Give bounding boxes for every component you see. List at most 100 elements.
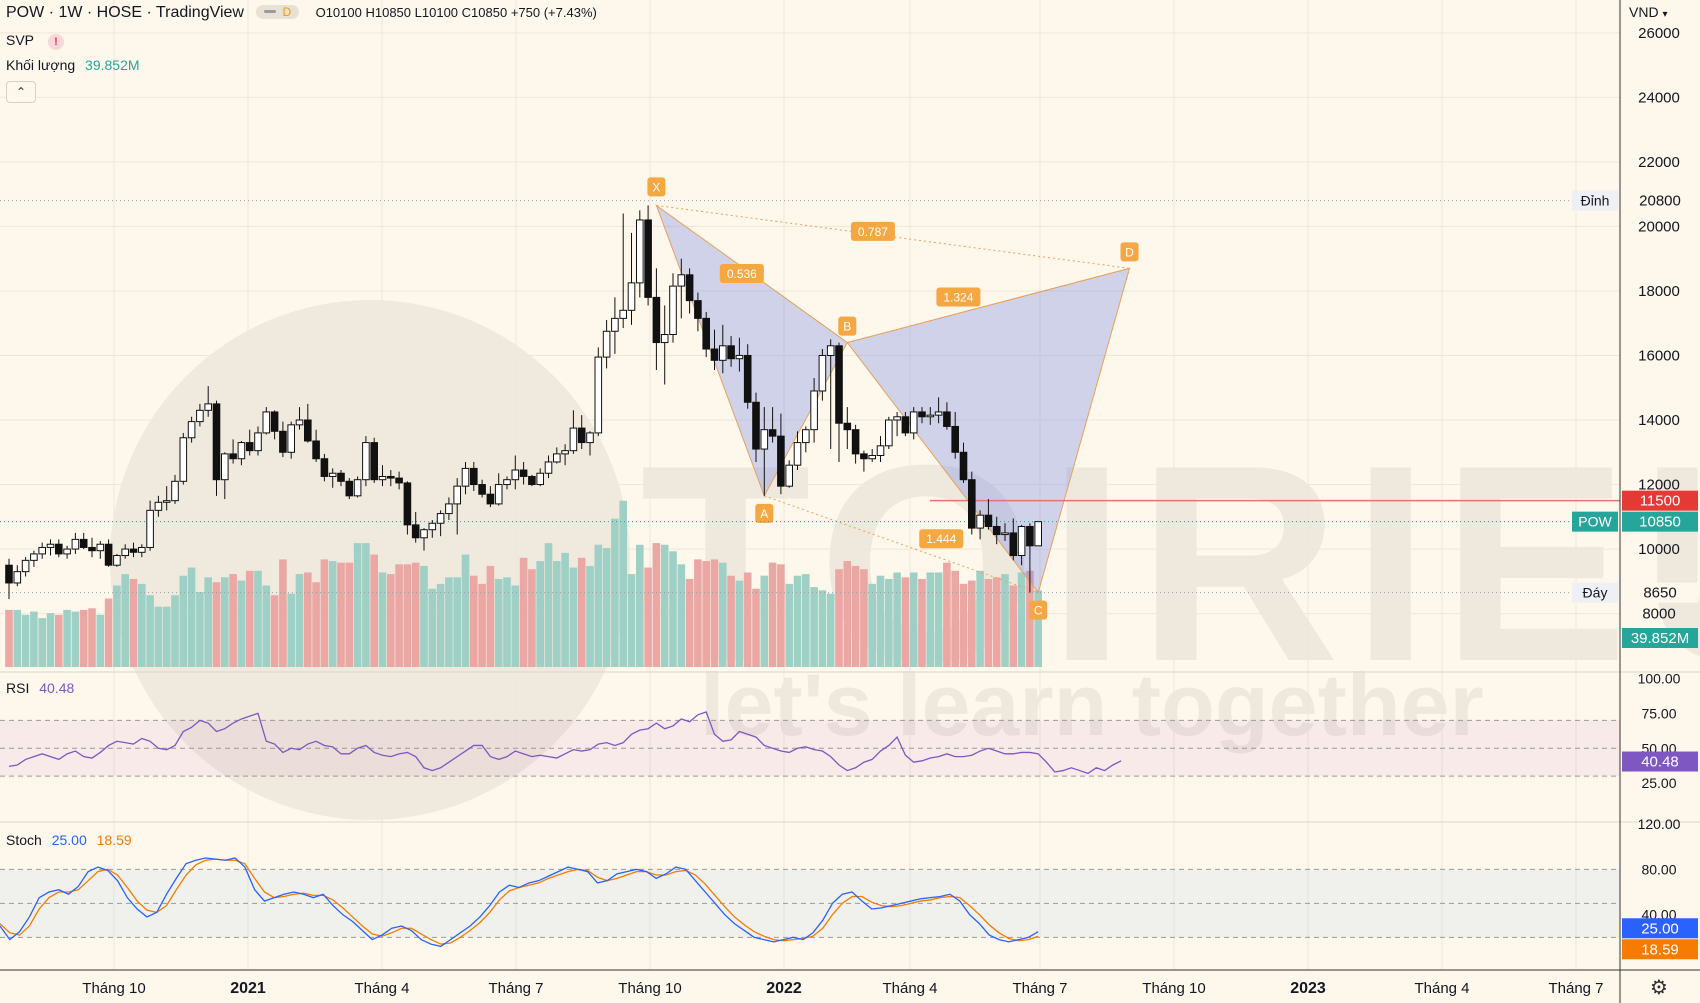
candle [984,499,993,530]
last-price-badge: 10850 [1639,514,1681,531]
pattern-point-label: A [760,507,768,521]
volume-bar [802,574,810,667]
candle [1026,523,1034,593]
candle [918,407,926,424]
price-tick-label: 18000 [1638,283,1680,300]
candle-body [586,432,594,444]
volume-bar [1009,585,1018,667]
candle [229,439,237,464]
candle-body [868,454,877,460]
symbol-badge-bg [1572,511,1618,532]
candle-body [328,472,337,477]
time-tick-label: 2023 [1290,980,1326,997]
candle-body [478,484,486,495]
candle-body [46,543,55,548]
candle [420,528,428,551]
candle-body [652,296,661,344]
candle-body [1009,532,1018,557]
collapse-legend-button[interactable]: ⌃ [6,81,36,103]
candle-body [951,425,960,453]
gear-icon[interactable]: ⚙ [1650,977,1668,999]
candle-body [196,409,204,423]
volume-bar [71,611,80,667]
volume-bar [262,585,271,667]
candle [976,510,984,540]
interval-badge[interactable]: D [256,5,300,19]
rsi-value-badge: 40.48 [1641,754,1679,771]
volume-bar [5,609,13,667]
candle [96,541,105,559]
volume-bar [735,580,744,667]
volume-bar [768,562,777,667]
rsi-legend[interactable]: RSI 40.48 [6,680,74,696]
candle [179,432,188,485]
candle [1001,523,1009,542]
candle [843,407,852,450]
svp-legend[interactable]: SVP! [6,32,65,50]
open-value: 10100 [325,5,362,20]
pattern-point-marker [838,316,857,336]
candlesticks[interactable] [5,205,1043,600]
symbol-legend[interactable]: POW · 1W · HOSE · TradingView D O10100 H… [6,4,597,22]
candle [719,324,727,374]
stoch-k-badge-bg [1622,918,1698,939]
candle [104,539,113,567]
volume-bar [976,570,984,667]
volume-bar [561,552,569,667]
candle-body [503,479,511,486]
resistance-price-badge-bg [1622,490,1698,511]
volume-bar [287,593,295,667]
volume-bar [353,543,362,667]
candle-body [577,427,586,444]
volume-bar [370,554,378,667]
volume-bars [5,500,1042,667]
candle-body [96,543,105,552]
ratio-badge [919,529,964,549]
candle-body [436,513,445,524]
volume-bar [88,608,96,667]
level-price-badge-bg [1622,190,1698,211]
volume-bar [503,577,511,667]
candle [171,474,179,504]
stoch-legend[interactable]: Stoch 25.00 18.59 [6,832,132,848]
watermark-logo: TOIRIEU let's learn together [110,300,1700,820]
volume-bar [328,561,337,667]
volume-bar [893,572,901,667]
price-tick-label: 16000 [1638,347,1680,364]
pattern-point-marker [1029,600,1048,620]
time-tick-label: Tháng 7 [1012,980,1067,997]
candle [818,349,827,401]
candle [951,411,960,459]
volume-bar [777,564,785,667]
candle-body [644,219,652,298]
warning-icon[interactable]: ! [48,34,65,50]
volume-bar [901,577,910,667]
candle [138,544,146,558]
candle [154,495,163,517]
candle [1017,524,1026,566]
candle-body [544,461,553,474]
candle [519,461,528,485]
candle [602,319,611,369]
candle-body [943,411,951,427]
candle [88,537,96,558]
currency-selector[interactable]: VND ▾ [1629,4,1667,20]
candle-body [885,419,893,447]
candle [793,431,802,471]
candle-body [121,548,130,557]
volume-bar [96,614,105,667]
candle-body [976,514,984,529]
volume-bar [279,559,287,667]
candle [279,421,287,458]
volume-bar [810,587,818,667]
candle [370,437,378,483]
candle-body [287,424,295,453]
volume-bar [602,548,611,667]
volume-bar [934,572,943,667]
volume-legend[interactable]: Khối lượng 39.852M [6,57,140,73]
harmonic-pattern[interactable]: 0.536 1.324 0.787 1.444 X A B C D [647,177,1139,620]
candle [561,444,569,466]
candle [71,532,80,554]
candle [436,510,445,537]
